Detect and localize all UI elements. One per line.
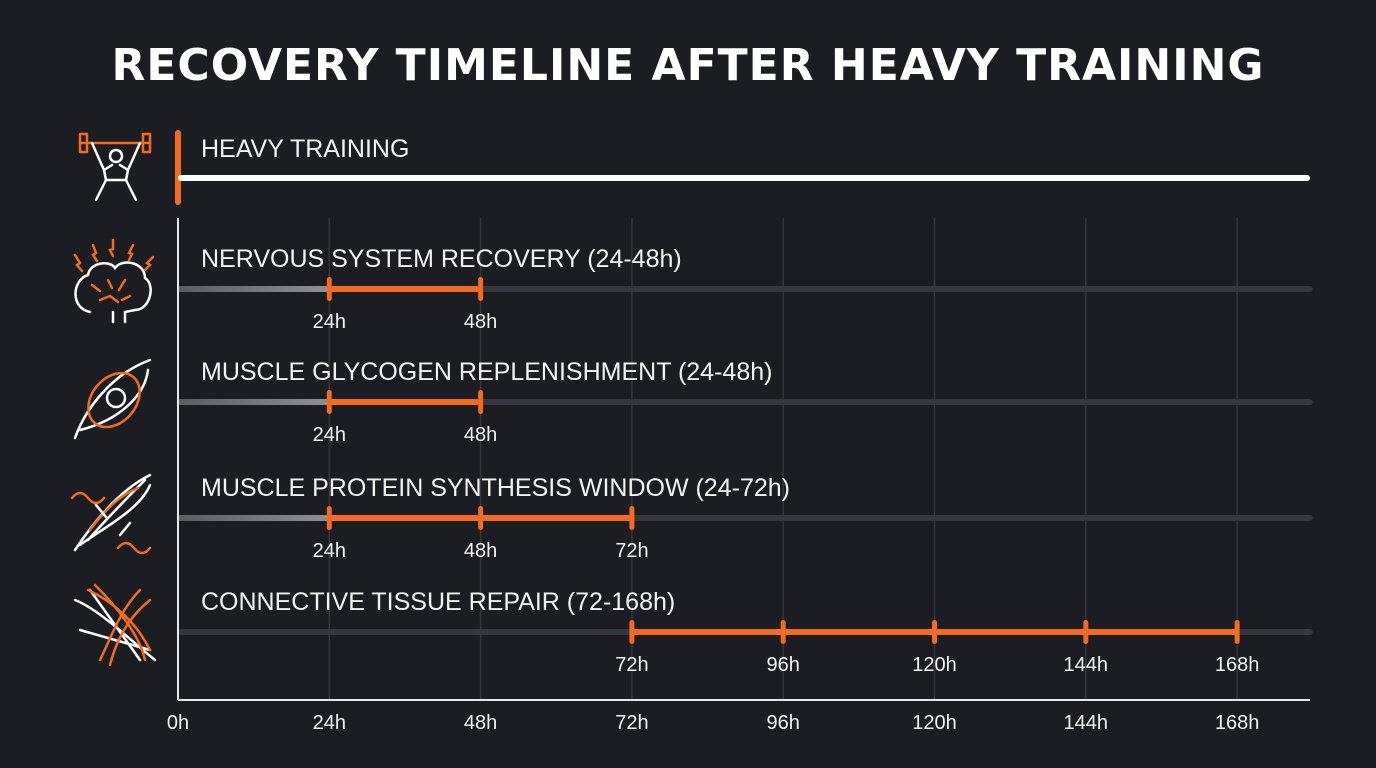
- range-bar: [329, 399, 481, 405]
- marker-label: 48h: [464, 424, 497, 446]
- x-tick-label: 96h: [767, 712, 800, 734]
- start-marker: [175, 130, 181, 205]
- range-marker: [629, 506, 635, 530]
- marker-label: 24h: [313, 424, 346, 446]
- timeline-row: CONNECTIVE TISSUE REPAIR (72-168h) 72h 96h…: [178, 588, 1313, 676]
- range-marker: [478, 390, 484, 414]
- x-tick-label: 120h: [912, 712, 957, 734]
- marker-label: 72h: [615, 540, 648, 562]
- range-marker: [478, 277, 484, 301]
- weightlifter-icon: [78, 132, 152, 202]
- range-marker: [326, 506, 332, 530]
- marker-label: 72h: [615, 654, 648, 676]
- timeline-row: MUSCLE PROTEIN SYNTHESIS WINDOW (24-72h)…: [178, 474, 1313, 562]
- range-marker: [780, 620, 786, 644]
- range-marker: [1234, 620, 1240, 644]
- lead-in-bar: [178, 515, 330, 521]
- x-tick-label: 48h: [464, 712, 497, 734]
- range-marker: [1083, 620, 1089, 644]
- range-bar: [329, 286, 481, 292]
- marker-label: 96h: [767, 654, 800, 676]
- marker-label: 48h: [464, 540, 497, 562]
- tendon-icon: [73, 583, 157, 667]
- chart-title: RECOVERY TIMELINE AFTER HEAVY TRAINING: [111, 40, 1265, 91]
- row-label: MUSCLE GLYCOGEN REPLENISHMENT (24-48h): [201, 358, 772, 386]
- x-tick-label: 0h: [167, 712, 189, 734]
- x-tick-label: 72h: [615, 712, 648, 734]
- marker-label: 24h: [313, 540, 346, 562]
- x-tick-label: 168h: [1215, 712, 1260, 734]
- lead-in-bar: [178, 399, 330, 405]
- x-tick-label: 144h: [1064, 712, 1109, 734]
- marker-label: 144h: [1064, 654, 1109, 676]
- range-marker: [326, 390, 332, 414]
- heavy-training-line: [178, 175, 1310, 181]
- range-marker: [326, 277, 332, 301]
- row-label: MUSCLE PROTEIN SYNTHESIS WINDOW (24-72h): [201, 474, 790, 502]
- marker-label: 24h: [313, 311, 346, 333]
- x-tick-label: 24h: [313, 712, 346, 734]
- range-marker: [932, 620, 937, 644]
- muscle-dna-icon: [70, 473, 152, 555]
- marker-label: 48h: [464, 311, 497, 333]
- range-marker: [629, 620, 635, 644]
- range-marker: [478, 506, 484, 530]
- heavy-training-label: HEAVY TRAINING: [201, 135, 409, 163]
- brain-icon: [73, 238, 155, 324]
- row-label: CONNECTIVE TISSUE REPAIR (72-168h): [201, 588, 675, 616]
- lead-in-bar: [178, 286, 330, 292]
- timeline-row: MUSCLE GLYCOGEN REPLENISHMENT (24-48h) 24…: [178, 358, 1313, 446]
- marker-label: 168h: [1215, 654, 1260, 676]
- muscle-glycogen-icon: [73, 358, 152, 440]
- row-label: NERVOUS SYSTEM RECOVERY (24-48h): [201, 245, 682, 273]
- marker-label: 120h: [912, 654, 957, 676]
- timeline-row: NERVOUS SYSTEM RECOVERY (24-48h) 24h 48h: [178, 245, 1313, 333]
